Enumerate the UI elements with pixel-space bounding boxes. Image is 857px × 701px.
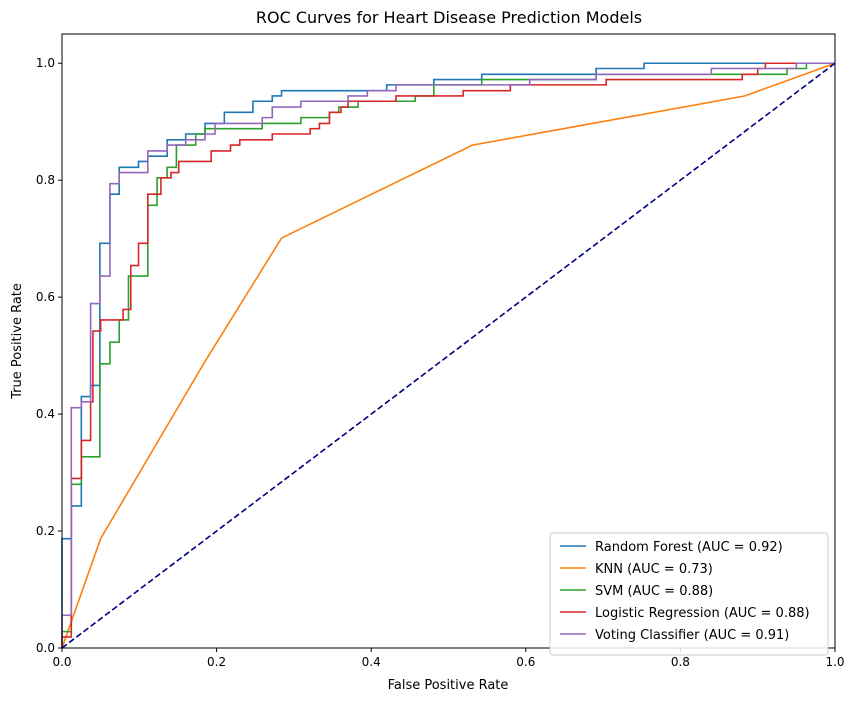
legend-label: KNN (AUC = 0.73) [595, 562, 713, 577]
x-tick-label: 0.0 [52, 655, 71, 669]
y-tick-label: 0.4 [36, 407, 55, 421]
y-tick-label: 1.0 [36, 56, 55, 70]
chart-title: ROC Curves for Heart Disease Prediction … [256, 8, 642, 27]
x-axis-ticks: 0.0 0.2 0.4 0.6 0.8 1.0 [52, 648, 845, 669]
x-tick-label: 0.2 [207, 655, 226, 669]
plot-area [61, 62, 836, 649]
x-tick-label: 0.4 [362, 655, 381, 669]
legend-label: Logistic Regression (AUC = 0.88) [595, 606, 810, 621]
legend-label: Voting Classifier (AUC = 0.91) [595, 628, 789, 643]
y-tick-label: 0.0 [36, 641, 55, 655]
series-line-3 [61, 62, 835, 648]
series-line-4 [61, 62, 835, 648]
x-tick-label: 0.6 [516, 655, 535, 669]
y-tick-label: 0.2 [36, 524, 55, 538]
x-tick-label: 1.0 [825, 655, 844, 669]
x-axis-label: False Positive Rate [388, 678, 509, 693]
legend-box [549, 532, 829, 656]
y-tick-label: 0.6 [36, 290, 55, 304]
legend: Random Forest (AUC = 0.92) KNN (AUC = 0.7… [549, 532, 829, 656]
y-axis-ticks: 0.0 0.2 0.4 0.6 0.8 1.0 [36, 56, 62, 655]
legend-label: Random Forest (AUC = 0.92) [595, 540, 783, 555]
legend-label: SVM (AUC = 0.88) [595, 584, 713, 599]
series-line-1 [61, 62, 836, 649]
plot-frame [61, 33, 836, 649]
x-tick-label: 0.8 [671, 655, 690, 669]
y-axis-label: True Positive Rate [10, 283, 25, 400]
y-tick-label: 0.8 [36, 173, 55, 187]
